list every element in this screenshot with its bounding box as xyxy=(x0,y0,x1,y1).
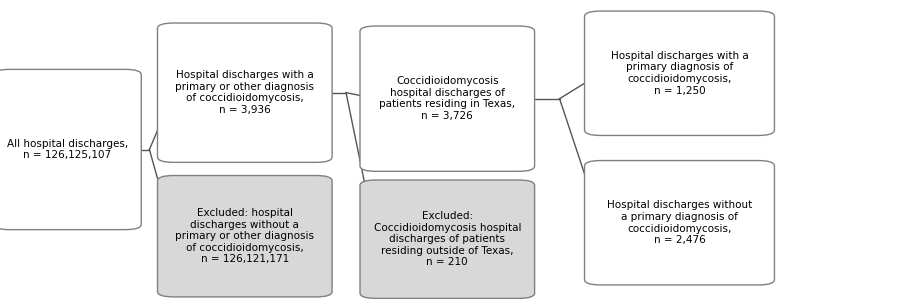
FancyBboxPatch shape xyxy=(360,180,535,298)
Text: Hospital discharges with a
primary diagnosis of
coccidioidomycosis,
n = 1,250: Hospital discharges with a primary diagn… xyxy=(610,51,749,96)
FancyBboxPatch shape xyxy=(158,176,332,297)
FancyBboxPatch shape xyxy=(0,69,141,230)
FancyBboxPatch shape xyxy=(360,26,535,171)
Text: Coccidioidomycosis
hospital discharges of
patients residing in Texas,
n = 3,726: Coccidioidomycosis hospital discharges o… xyxy=(379,76,516,121)
FancyBboxPatch shape xyxy=(585,161,774,285)
Text: All hospital discharges,
n = 126,125,107: All hospital discharges, n = 126,125,107 xyxy=(7,139,128,160)
FancyBboxPatch shape xyxy=(158,23,332,162)
Text: Hospital discharges with a
primary or other diagnosis
of coccidioidomycosis,
n =: Hospital discharges with a primary or ot… xyxy=(176,70,314,115)
FancyBboxPatch shape xyxy=(585,11,774,135)
Text: Excluded: hospital
discharges without a
primary or other diagnosis
of coccidioid: Excluded: hospital discharges without a … xyxy=(176,208,314,264)
Text: Hospital discharges without
a primary diagnosis of
coccidioidomycosis,
n = 2,476: Hospital discharges without a primary di… xyxy=(607,200,752,245)
Text: Excluded:
Coccidioidomycosis hospital
discharges of patients
residing outside of: Excluded: Coccidioidomycosis hospital di… xyxy=(374,211,521,267)
